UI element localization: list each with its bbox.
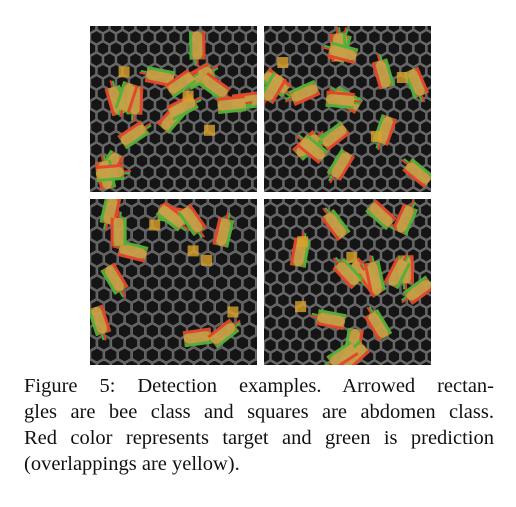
bee-detection xyxy=(164,69,199,99)
bee-detection xyxy=(264,71,288,107)
bee-detection xyxy=(400,275,431,305)
abdomen-square xyxy=(182,90,194,102)
caption-line: Figure 5: Detection examples. Arrowed re… xyxy=(24,375,494,397)
bee-detection xyxy=(139,66,176,88)
bee-detection xyxy=(110,210,127,246)
abdomen-square xyxy=(118,66,130,78)
abdomen-square xyxy=(346,251,358,263)
bee-detection xyxy=(117,120,152,150)
bee-detection xyxy=(177,203,207,239)
bee-detection xyxy=(295,133,329,165)
bee-detection xyxy=(371,53,395,90)
abdomen-square xyxy=(297,236,309,248)
bee-detection xyxy=(320,207,351,241)
detection-panel-bottom-left xyxy=(90,199,257,365)
bee-detection xyxy=(364,306,393,342)
bee-detection xyxy=(383,253,411,290)
bee-detection xyxy=(114,81,139,118)
abdomen-square xyxy=(187,245,199,257)
bee-detection xyxy=(403,66,430,103)
bee-detection xyxy=(207,318,242,349)
bee-detection xyxy=(90,304,112,341)
abdomen-detections xyxy=(149,219,239,318)
bee-detections xyxy=(90,199,242,349)
bee-detection xyxy=(391,199,419,236)
abdomen-square xyxy=(227,306,239,318)
bee-detection xyxy=(189,31,206,67)
detection-panel-top-left xyxy=(90,26,257,192)
detection-figure xyxy=(90,26,432,365)
bee-detection xyxy=(332,256,364,290)
abdomen-square xyxy=(277,57,289,68)
caption-line: Red color represents target and green is… xyxy=(24,427,494,449)
bee-detection xyxy=(212,211,235,248)
abdomen-square xyxy=(201,254,213,266)
bee-detection xyxy=(100,262,129,298)
abdomen-detections xyxy=(277,57,408,142)
detection-panel-top-right xyxy=(264,26,431,192)
abdomen-square xyxy=(295,301,307,313)
bee-detection xyxy=(365,199,398,231)
bee-detections xyxy=(95,31,257,191)
bee-detection xyxy=(284,79,321,107)
bee-detection xyxy=(198,72,233,102)
detection-image-top-left xyxy=(90,26,257,192)
bee-detection xyxy=(326,148,355,184)
caption-line: gles are bee class and squares are abdom… xyxy=(24,401,494,423)
bee-detection xyxy=(95,163,132,183)
bee-detection xyxy=(310,309,347,331)
abdomen-square xyxy=(149,219,161,231)
abdomen-square xyxy=(204,124,215,136)
bee-detection xyxy=(363,255,386,292)
bee-detections xyxy=(289,199,431,365)
abdomen-detections xyxy=(295,236,358,313)
detection-image-bottom-left xyxy=(90,199,257,365)
detection-image-bottom-right xyxy=(264,199,431,365)
abdomen-square xyxy=(396,72,408,83)
bee-detection xyxy=(401,157,431,189)
bee-detection xyxy=(324,341,359,365)
bee-detection xyxy=(325,90,362,110)
caption-line: (overlappings are yellow). xyxy=(24,453,240,475)
abdomen-square xyxy=(370,130,382,142)
abdomen-detections xyxy=(118,66,215,136)
detection-image-top-right xyxy=(264,26,431,192)
bee-detection xyxy=(216,95,253,115)
bee-detection xyxy=(322,41,359,65)
bee-detection xyxy=(182,327,219,348)
detection-panel-bottom-right xyxy=(264,199,431,365)
figure-caption: Figure 5: Detection examples. Arrowed re… xyxy=(24,373,494,477)
